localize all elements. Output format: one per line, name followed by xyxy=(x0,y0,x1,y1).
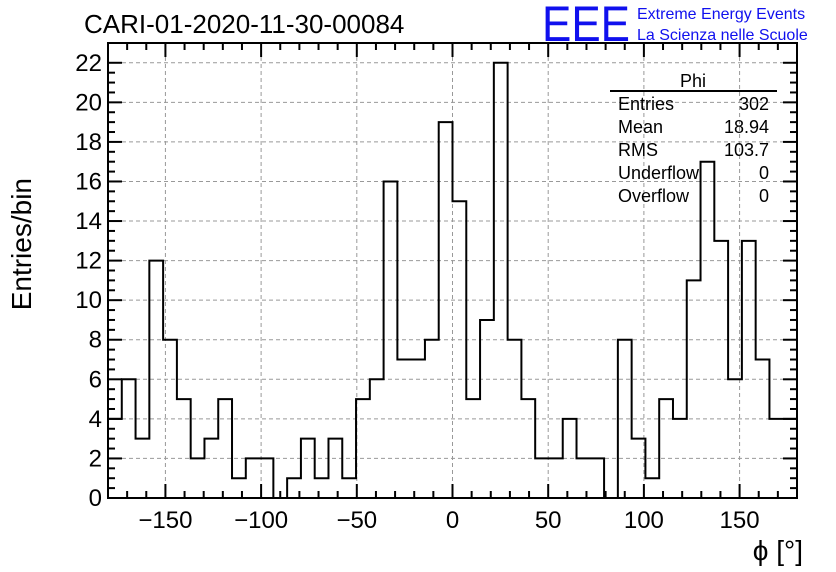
stats-label-overflow: Overflow xyxy=(618,186,690,206)
y-tick-label: 2 xyxy=(89,445,102,472)
y-tick-label: 22 xyxy=(75,50,102,77)
logo-line2: La Scienza nelle Scuole xyxy=(637,27,808,44)
logo-line1: Extreme Energy Events xyxy=(637,6,805,23)
stats-value-overflow: 0 xyxy=(759,186,769,206)
y-axis-label: Entries/bin xyxy=(6,178,37,310)
x-tick-label: −50 xyxy=(336,507,377,534)
y-tick-label: 8 xyxy=(89,327,102,354)
stats-label-mean: Mean xyxy=(618,117,663,137)
x-tick-label: 150 xyxy=(720,507,760,534)
y-tick-label: 16 xyxy=(75,168,102,195)
x-tick-label: 50 xyxy=(535,507,562,534)
y-tick-label: 20 xyxy=(75,89,102,116)
x-tick-label: 0 xyxy=(446,507,459,534)
y-tick-label: 14 xyxy=(75,208,102,235)
chart-title: CARI-01-2020-11-30-00084 xyxy=(84,9,404,39)
stats-value-rms: 103.7 xyxy=(724,140,769,160)
y-tick-label: 10 xyxy=(75,287,102,314)
y-tick-label: 6 xyxy=(89,366,102,393)
y-tick-label: 18 xyxy=(75,129,102,156)
stats-value-underflow: 0 xyxy=(759,163,769,183)
stats-title: Phi xyxy=(680,71,706,91)
y-tick-label: 12 xyxy=(75,248,102,275)
y-tick-label: 4 xyxy=(89,406,102,433)
stats-value-entries: 302 xyxy=(739,94,769,114)
stats-label-rms: RMS xyxy=(618,140,658,160)
x-tick-label: −150 xyxy=(138,507,192,534)
y-tick-label: 0 xyxy=(89,485,102,512)
histogram-outline xyxy=(107,61,798,499)
x-axis-label: ϕ [°] xyxy=(753,535,803,566)
stats-value-mean: 18.94 xyxy=(724,117,769,137)
y-axis: 0 2 4 6 8 10 12 14 16 18 20 22 xyxy=(75,50,797,512)
stats-label-entries: Entries xyxy=(618,94,674,114)
x-tick-label: 100 xyxy=(624,507,664,534)
eee-logo: EEE Extreme Energy Events La Scienza nel… xyxy=(542,0,808,52)
stats-label-underflow: Underflow xyxy=(618,163,700,183)
x-axis: −150 −100 −50 0 50 100 150 xyxy=(126,43,779,534)
stats-box: Phi Entries 302 Mean 18.94 RMS 103.7 Und… xyxy=(610,71,777,206)
x-tick-label: −100 xyxy=(234,507,288,534)
